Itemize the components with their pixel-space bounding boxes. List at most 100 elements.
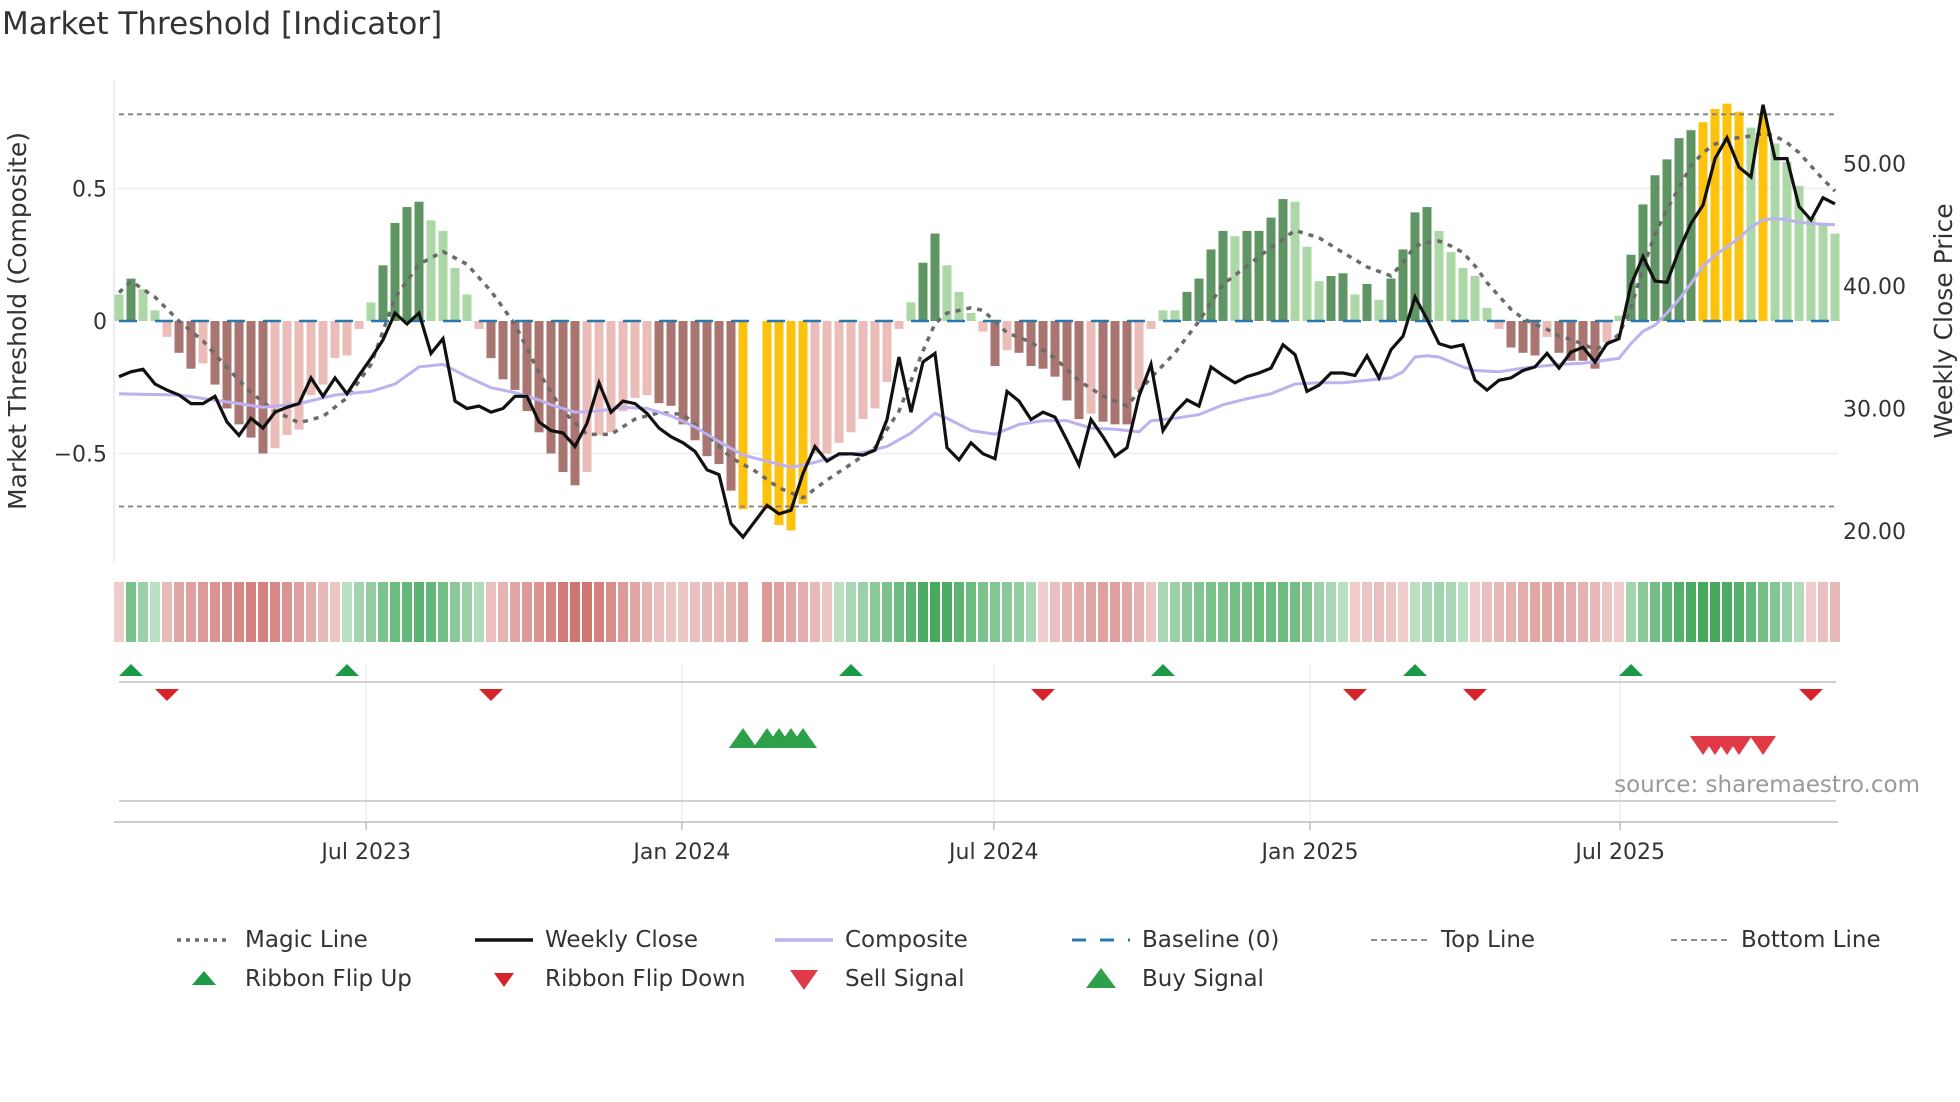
composite-bar <box>546 321 556 454</box>
source-credit: source: sharemaestro.com <box>1614 772 1920 798</box>
ribbon-cell <box>822 582 832 642</box>
ribbon-flip-down-marker <box>479 689 503 701</box>
composite-bar <box>774 321 784 526</box>
ribbon-flip-down-marker <box>1343 689 1367 701</box>
composite-bar <box>1746 127 1756 321</box>
ribbon-cell <box>1734 582 1744 642</box>
ribbon-cell <box>1602 582 1612 642</box>
composite-bar <box>1590 321 1600 369</box>
composite-bars <box>114 103 1840 531</box>
composite-bar <box>1470 275 1480 321</box>
composite-bar <box>330 321 340 359</box>
dashed-line-icon <box>1072 938 1130 942</box>
ribbon-cell <box>1746 582 1756 642</box>
composite-bar <box>1638 204 1648 321</box>
sell-signal-marker <box>1750 736 1776 755</box>
composite-bar <box>438 230 448 321</box>
x-tick-label: Jan 2025 <box>1260 840 1359 865</box>
composite-bar <box>258 321 268 454</box>
composite-bar <box>894 321 904 329</box>
legend-magic-line: Magic Line <box>175 925 368 955</box>
composite-bar <box>654 321 664 404</box>
legend-label: Baseline (0) <box>1142 927 1280 953</box>
composite-bar <box>1446 252 1456 321</box>
ribbon-cell <box>1014 582 1024 642</box>
triangle-up-icon <box>1086 968 1116 988</box>
ribbon-cell <box>678 582 688 642</box>
composite-bar <box>1266 217 1276 321</box>
ribbon-cell <box>1026 582 1036 642</box>
ribbon-cell <box>1614 582 1624 642</box>
ribbon-cell <box>1086 582 1096 642</box>
ribbon-cell <box>546 582 556 642</box>
ribbon-cell <box>1542 582 1552 642</box>
composite-bar <box>402 207 412 321</box>
composite-bar <box>426 220 436 321</box>
composite-bar <box>558 321 568 473</box>
ribbon-cell <box>1230 582 1240 642</box>
composite-bar <box>726 321 736 491</box>
ribbon-cell <box>930 582 940 642</box>
y2-tick-label: 40.00 <box>1843 275 1906 300</box>
composite-bar <box>1794 185 1804 321</box>
ribbon-flip-up-marker <box>1151 664 1175 676</box>
composite-bar <box>594 321 604 435</box>
ribbon-flip-down-marker <box>155 689 179 701</box>
ribbon-strip <box>114 582 1840 642</box>
ribbon-cell <box>1362 582 1372 642</box>
composite-bar <box>1026 321 1036 367</box>
composite-bar <box>1422 207 1432 321</box>
composite-bar <box>1830 233 1840 321</box>
ribbon-cell <box>1158 582 1168 642</box>
composite-bar <box>618 321 628 412</box>
composite-bar <box>930 233 940 321</box>
composite-bar <box>570 321 580 486</box>
composite-bar <box>990 321 1000 367</box>
ribbon-cell <box>798 582 808 642</box>
y-tick-label: −0.5 <box>54 443 107 468</box>
buy-signal-marker <box>789 728 817 748</box>
ribbon-cell <box>330 582 340 642</box>
ribbon-cell <box>1194 582 1204 642</box>
ribbon-cell <box>594 582 604 642</box>
ribbon-cell <box>390 582 400 642</box>
composite-bar <box>1050 321 1060 377</box>
y2-tick-label: 30.00 <box>1843 398 1906 423</box>
ribbon-cell <box>846 582 856 642</box>
y-tick-label: 0.5 <box>72 178 107 203</box>
ribbon-cell <box>1290 582 1300 642</box>
ribbon-cell <box>1074 582 1084 642</box>
ribbon-cell <box>1218 582 1228 642</box>
ribbon-cell <box>1254 582 1264 642</box>
composite-bar <box>486 321 496 359</box>
ribbon-cell <box>990 582 1000 642</box>
ribbon-cell <box>1206 582 1216 642</box>
legend-top-line: Top Line <box>1371 925 1535 955</box>
ribbon-flip-down-marker <box>1031 689 1055 701</box>
composite-bar <box>1326 275 1336 321</box>
x-tick-label: Jul 2024 <box>947 840 1039 865</box>
composite-bar <box>1362 283 1372 321</box>
composite-bar <box>678 321 688 425</box>
ribbon-cell <box>294 582 304 642</box>
thin-dashed-line-icon <box>1371 939 1429 941</box>
ribbon-cell <box>306 582 316 642</box>
ribbon-cell <box>438 582 448 642</box>
ribbon-cell <box>654 582 664 642</box>
composite-bar <box>762 321 772 510</box>
dotted-line-icon <box>177 938 231 942</box>
ribbon-cell <box>1662 582 1672 642</box>
series-lines <box>117 104 1838 540</box>
composite-bar <box>270 321 280 449</box>
composite-bar <box>1350 294 1360 321</box>
ribbon-cell <box>378 582 388 642</box>
ribbon-cell <box>834 582 844 642</box>
legend-label: Composite <box>845 927 968 953</box>
composite-bar <box>882 321 892 382</box>
axes: 0.5 0 −0.5 50.00 40.00 30.00 20.00 Jul 2023 Jan … <box>54 153 1906 866</box>
ribbon-cell <box>1794 582 1804 642</box>
composite-bar <box>510 321 520 390</box>
legend-sell-signal: Sell Signal <box>775 964 965 994</box>
legend-label: Bottom Line <box>1741 927 1881 953</box>
composite-bar <box>582 321 592 473</box>
